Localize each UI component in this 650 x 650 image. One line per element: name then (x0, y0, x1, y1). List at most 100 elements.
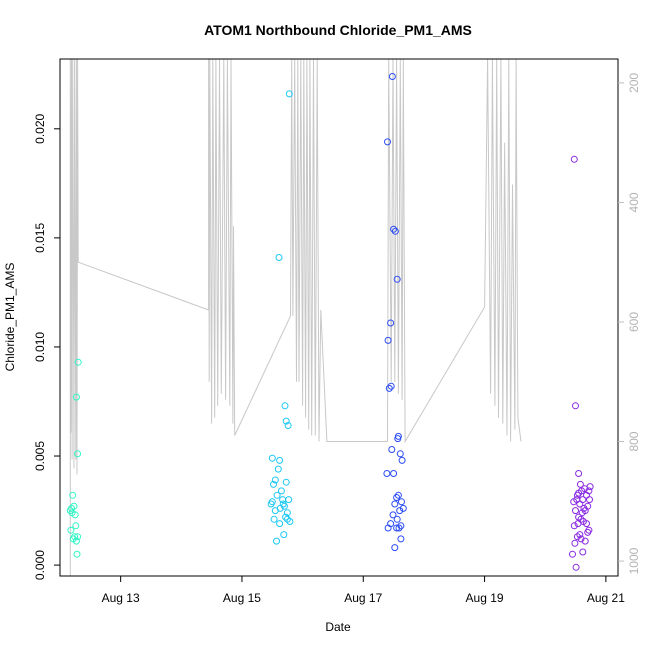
data-point (66, 507, 74, 515)
data-point (282, 417, 290, 425)
chart-title: ATOM1 Northbound Chloride_PM1_AMS (204, 22, 472, 38)
data-point (396, 507, 404, 515)
data-point (393, 515, 401, 523)
data-point (285, 90, 293, 98)
y-axis: 0.000 0.005 0.010 0.015 0.020 (33, 113, 60, 580)
data-point (397, 522, 405, 530)
y-tick-label: 0.005 (33, 441, 47, 471)
x-tick-label: Aug 15 (223, 591, 261, 605)
data-point (394, 491, 402, 499)
data-point (275, 254, 283, 261)
data-point (399, 504, 407, 512)
data-point (575, 470, 583, 477)
data-point (396, 450, 404, 458)
data-point (285, 496, 293, 504)
data-point (388, 73, 396, 80)
data-point (74, 358, 82, 366)
right-tick-label: 800 (627, 431, 641, 451)
right-tick-label: 200 (627, 73, 641, 93)
data-point (271, 476, 279, 484)
data-point (72, 393, 80, 401)
data-point (283, 515, 291, 523)
data-point (584, 528, 592, 536)
x-axis-label: Date (325, 620, 351, 634)
data-point (73, 550, 81, 558)
data-point (389, 511, 397, 519)
data-point (384, 138, 391, 146)
data-point (72, 537, 80, 545)
data-point (581, 537, 589, 545)
data-point (384, 524, 392, 532)
data-point (390, 470, 398, 477)
data-point (384, 336, 392, 344)
data-point (383, 470, 391, 477)
data-point (571, 539, 579, 547)
right-tick-label: 600 (627, 312, 641, 332)
data-point (283, 509, 291, 517)
y-tick-label: 0.020 (33, 113, 47, 143)
data-point (574, 520, 582, 528)
y-tick-label: 0.015 (33, 223, 47, 253)
data-point (385, 384, 393, 392)
data-point (586, 496, 593, 504)
data-point (586, 483, 594, 491)
data-point (274, 465, 282, 473)
x-tick-label: Aug 19 (466, 591, 504, 605)
data-point (67, 526, 75, 534)
data-point (277, 487, 285, 495)
data-point (74, 450, 82, 458)
plot-frame (59, 58, 619, 577)
scatter-points (66, 73, 594, 571)
data-point (280, 502, 288, 510)
altitude-trace (69, 58, 522, 576)
data-point (577, 535, 585, 543)
data-point (72, 522, 80, 530)
data-point (578, 509, 586, 517)
data-point (398, 498, 405, 506)
data-point (391, 227, 399, 235)
y-tick-label: 0.000 (33, 550, 47, 580)
data-point (393, 524, 401, 532)
data-point (576, 480, 584, 488)
y-tick-label: 0.010 (33, 332, 47, 362)
data-point (572, 507, 579, 515)
right-tick-label: 400 (627, 192, 641, 212)
data-point (270, 515, 278, 523)
data-point (391, 500, 399, 508)
data-point (74, 533, 82, 541)
data-point (282, 513, 290, 521)
data-point (579, 496, 587, 504)
data-point (397, 535, 405, 543)
data-point (390, 225, 398, 233)
data-point (280, 531, 288, 539)
data-point (281, 402, 289, 410)
data-point (276, 520, 284, 528)
data-point (398, 456, 406, 464)
data-point (394, 435, 402, 443)
data-point (575, 489, 583, 497)
data-point (268, 498, 276, 506)
x-axis: Aug 13 Aug 15 Aug 17 Aug 19 Aug 21 (102, 576, 625, 605)
data-point (276, 456, 284, 464)
right-axis: 200 400 600 800 1000 (618, 73, 641, 574)
data-point (273, 491, 281, 499)
altitude-line (69, 58, 522, 576)
data-point (583, 520, 590, 528)
data-point (273, 537, 280, 545)
data-point (270, 480, 277, 488)
data-point (570, 498, 578, 506)
data-point (387, 319, 395, 327)
data-point (71, 511, 79, 519)
data-point (576, 500, 584, 508)
data-point (570, 522, 578, 530)
data-point (395, 524, 403, 532)
data-point (70, 502, 78, 510)
data-point (572, 402, 579, 410)
data-point (573, 533, 581, 541)
x-tick-label: Aug 17 (344, 591, 382, 605)
data-point (282, 478, 290, 486)
data-point (388, 446, 396, 453)
data-point (570, 155, 578, 163)
data-point (393, 494, 401, 501)
